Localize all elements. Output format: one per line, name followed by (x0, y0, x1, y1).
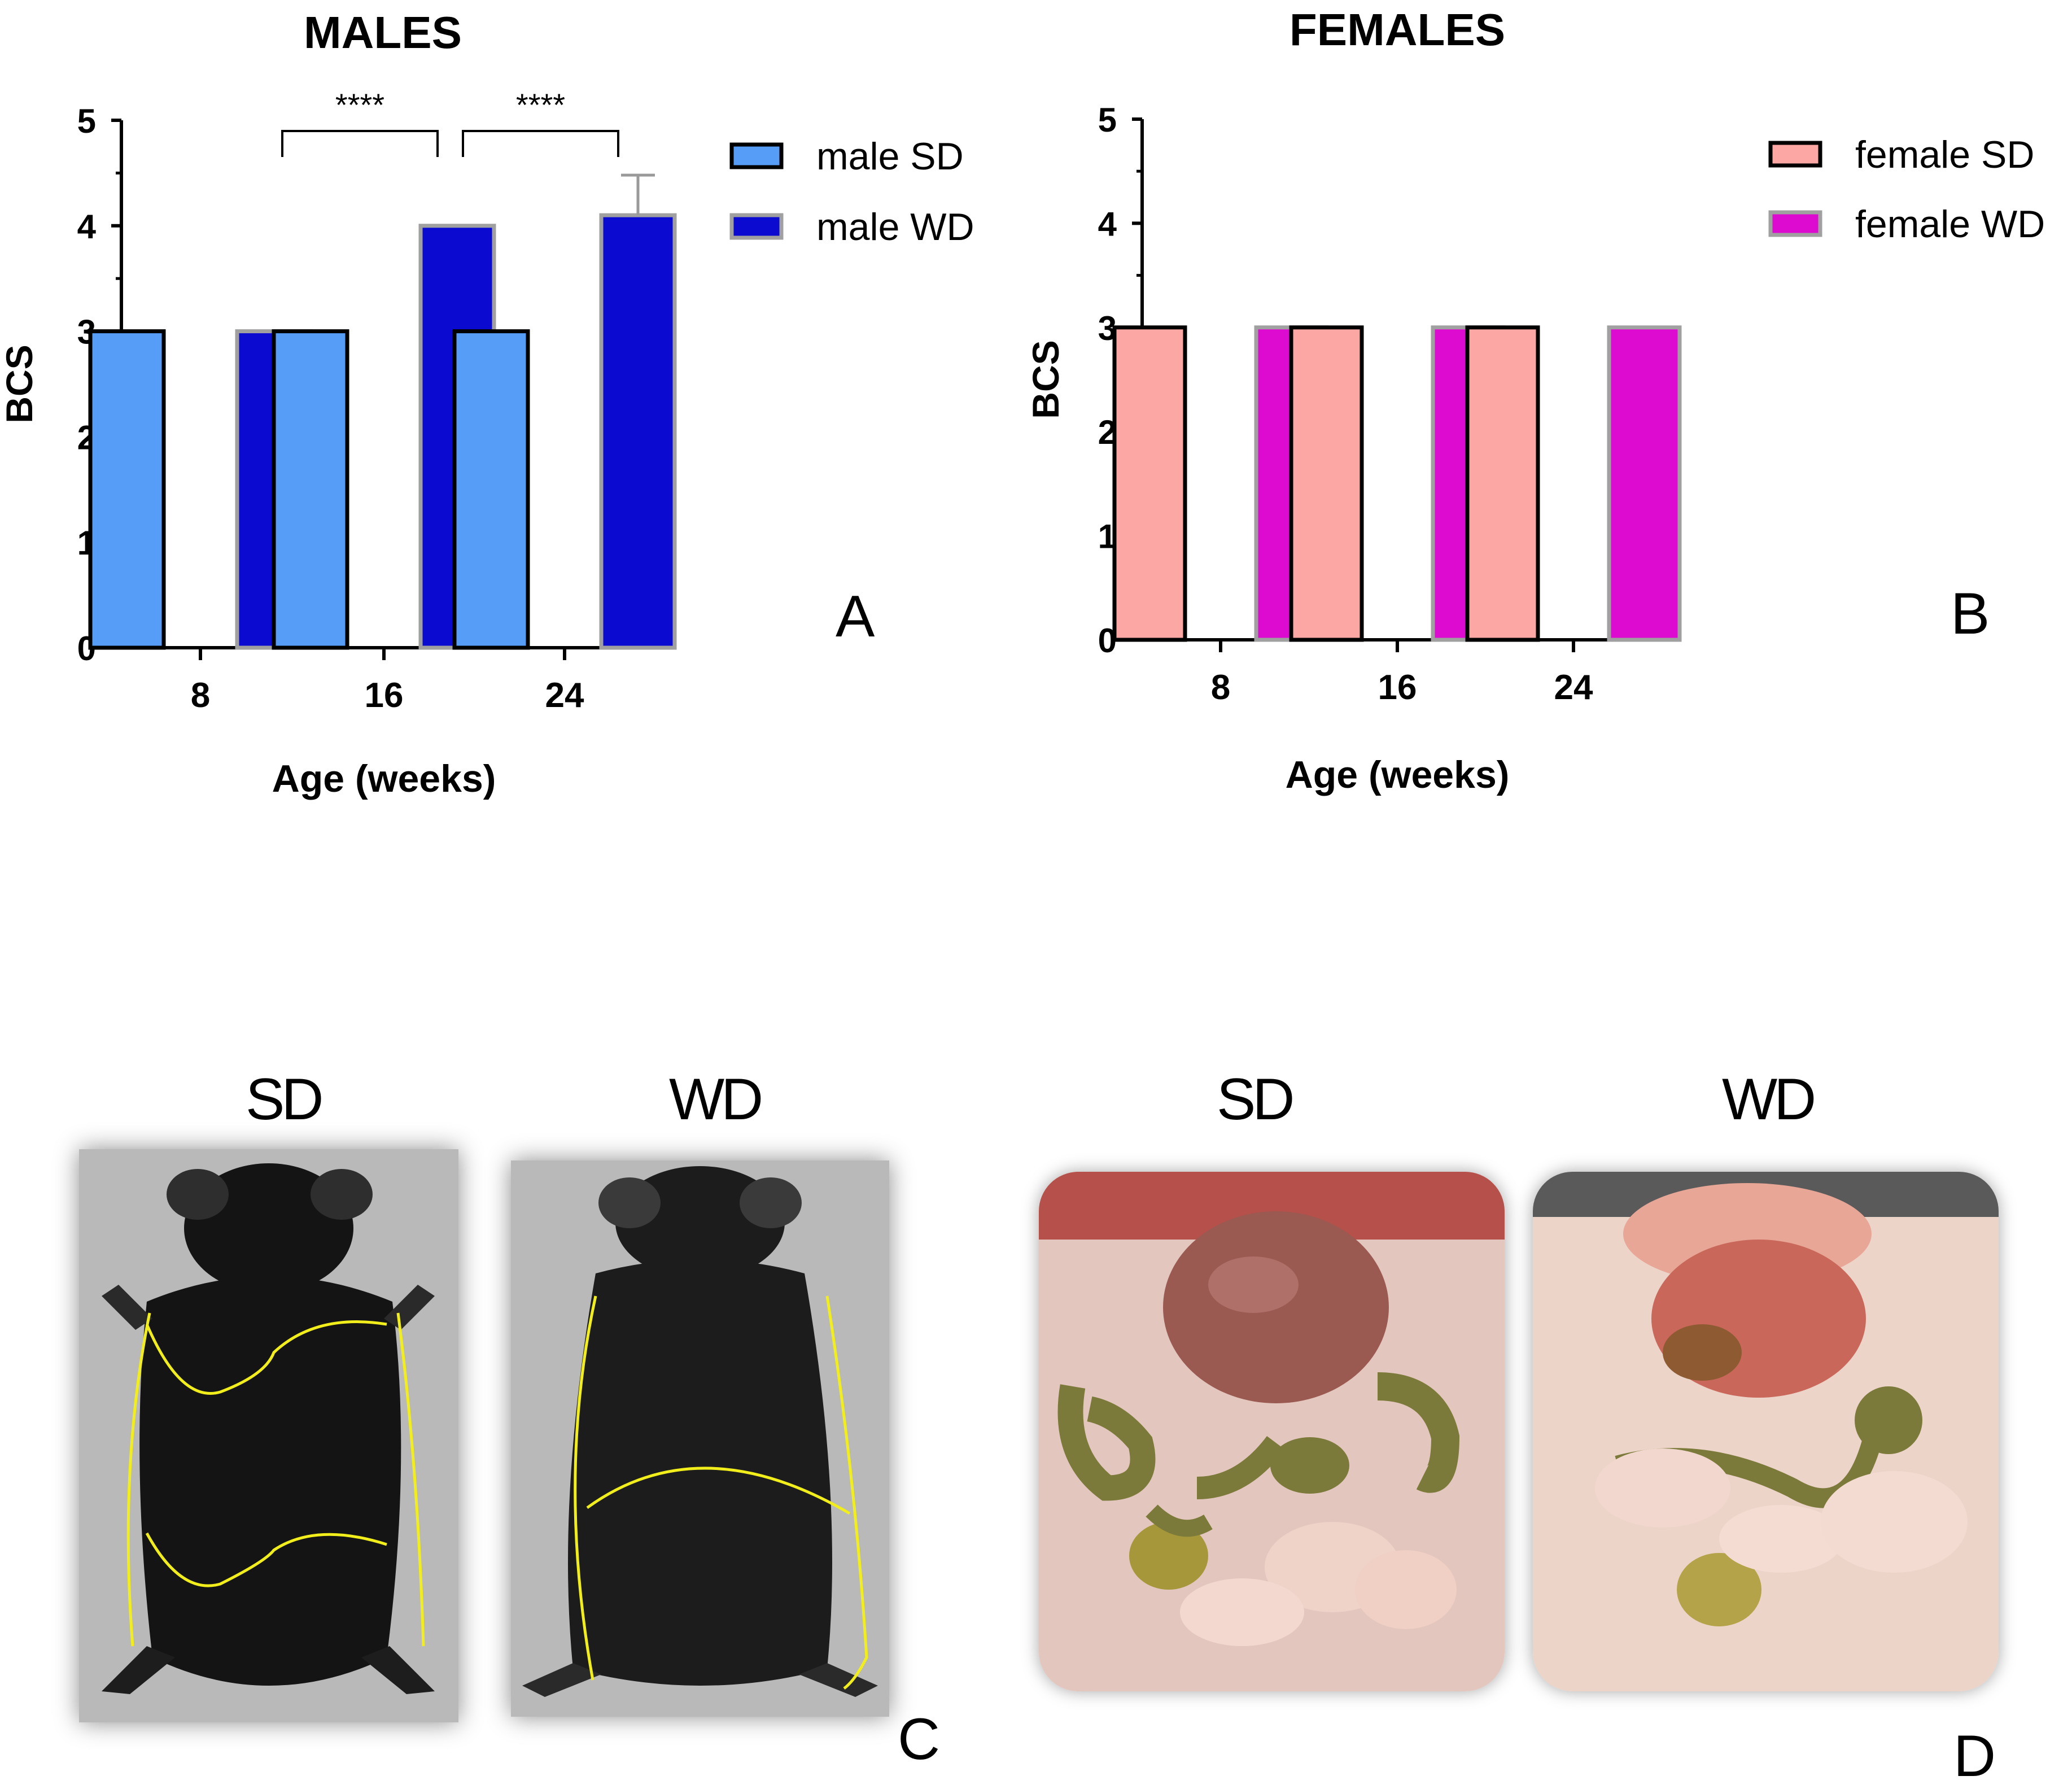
panel-label-b: B (1951, 581, 1990, 647)
y-axis-label: BCS (0, 344, 40, 423)
legend-label: female SD (1855, 133, 2034, 176)
organ-wd-photo (1533, 1172, 1999, 1691)
bar (1465, 325, 1540, 642)
x-tick-label: 24 (545, 676, 584, 715)
mouse-wd-title: WD (669, 1067, 763, 1132)
organ-sd-title: SD (1217, 1067, 1295, 1132)
chart-title: FEMALES (1289, 5, 1505, 55)
significance-label: **** (516, 87, 565, 123)
bar (1607, 325, 1682, 642)
x-axis-label: Age (weeks) (272, 757, 496, 800)
bar (452, 329, 530, 650)
legend-swatch (1768, 210, 1822, 237)
y-tick-label: 4 (1098, 205, 1117, 243)
x-tick-label: 24 (1554, 668, 1593, 707)
y-tick-label: 5 (77, 102, 96, 140)
mouse-sd-photo (79, 1149, 458, 1722)
legend-label: female WD (1855, 203, 2045, 246)
significance-bracket (281, 130, 439, 157)
organ-sd-photo (1039, 1172, 1505, 1691)
panel-label-c: C (898, 1707, 941, 1772)
legend-swatch (729, 142, 784, 169)
legend-swatch (1768, 141, 1822, 168)
y-tick-label: 4 (77, 208, 97, 246)
bar (1112, 325, 1187, 642)
significance-bracket (462, 130, 619, 157)
bar (88, 329, 166, 650)
organ-wd-title: WD (1722, 1067, 1816, 1132)
bar (1289, 325, 1364, 642)
x-axis-label: Age (weeks) (1286, 753, 1510, 796)
y-axis-label: BCS (1025, 340, 1066, 418)
mouse-wd-photo (511, 1160, 889, 1717)
panel-label-a: A (836, 584, 875, 649)
x-tick-label: 16 (365, 676, 404, 715)
x-tick-label: 8 (191, 676, 210, 715)
significance-label: **** (335, 87, 384, 123)
x-tick-label: 16 (1378, 668, 1417, 707)
legend-label: male SD (816, 135, 964, 178)
legend-swatch (729, 213, 784, 240)
y-tick-label: 5 (1098, 101, 1117, 139)
chart-title: MALES (304, 7, 462, 58)
mouse-sd-title: SD (246, 1067, 324, 1132)
panel-label-d: D (1953, 1723, 1996, 1789)
legend-label: male WD (816, 206, 974, 248)
bar (599, 213, 677, 650)
x-tick-label: 8 (1211, 668, 1230, 707)
bar (272, 329, 349, 650)
